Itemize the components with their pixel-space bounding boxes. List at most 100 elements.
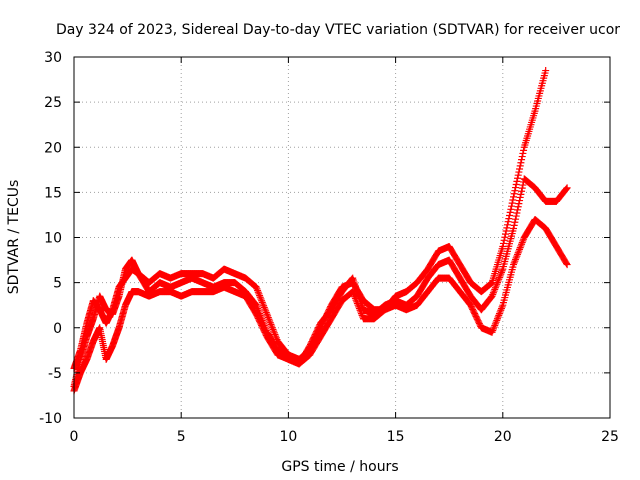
y-tick-label: 20: [44, 140, 62, 156]
data-point-marker: [509, 196, 517, 204]
data-point-marker: [498, 267, 506, 275]
data-point-marker: [514, 203, 522, 211]
data-point-marker: [262, 307, 270, 315]
data-point-marker: [355, 305, 363, 313]
data-point-marker: [512, 254, 520, 262]
data-point-marker: [511, 187, 519, 195]
data-point-marker: [506, 208, 514, 216]
data-point-marker: [256, 293, 264, 301]
data-point-marker: [493, 316, 501, 324]
data-points: [70, 67, 571, 395]
data-point-marker: [490, 287, 498, 295]
data-point-marker: [493, 279, 501, 287]
data-point-marker: [266, 317, 274, 325]
data-point-marker: [504, 218, 512, 226]
data-point-marker: [353, 299, 361, 307]
y-tick-label: 30: [44, 50, 62, 66]
data-point-marker: [517, 242, 525, 250]
data-point-marker: [270, 329, 278, 337]
data-point-marker: [499, 243, 507, 251]
data-point-marker: [491, 321, 499, 329]
data-point-marker: [514, 206, 522, 214]
data-point-marker: [508, 202, 516, 210]
data-point-marker: [516, 245, 524, 253]
data-point-marker: [518, 240, 526, 248]
x-tick-label: 25: [601, 429, 619, 445]
data-point-marker: [489, 325, 497, 333]
data-point-marker: [496, 308, 504, 316]
y-tick-label: -5: [48, 366, 62, 382]
data-point-marker: [562, 259, 570, 267]
data-point-marker: [351, 294, 359, 302]
data-point-marker: [492, 318, 500, 326]
data-point-marker: [497, 305, 505, 313]
data-point-marker: [514, 171, 522, 179]
data-point-marker: [491, 320, 499, 328]
data-point-marker: [356, 306, 364, 314]
data-point-marker: [516, 193, 524, 201]
data-point-marker: [506, 212, 513, 220]
data-point-marker: [514, 250, 522, 258]
data-point-marker: [519, 149, 527, 157]
data-point-marker: [507, 205, 515, 213]
data-point-marker: [349, 288, 357, 296]
data-point-marker: [517, 159, 525, 167]
data-point-marker: [500, 236, 508, 244]
x-tick-label: 0: [70, 429, 79, 445]
data-point-marker: [516, 165, 524, 173]
data-point-marker: [262, 309, 270, 317]
chart-title: Day 324 of 2023, Sidereal Day-to-day VTE…: [56, 22, 620, 38]
data-point-marker: [520, 146, 528, 154]
data-point-marker: [512, 212, 520, 220]
data-point-marker: [503, 221, 511, 229]
data-point-marker: [257, 295, 265, 303]
data-point-marker: [518, 187, 526, 195]
data-point-marker: [255, 290, 263, 298]
data-point-marker: [510, 221, 518, 229]
data-point-marker: [259, 300, 267, 308]
data-point-marker: [268, 322, 276, 330]
y-tick-label: 10: [44, 231, 62, 247]
y-tick-label: 0: [53, 321, 62, 337]
data-point-marker: [497, 268, 505, 276]
y-tick-label: 5: [53, 276, 62, 292]
data-point-marker: [513, 177, 521, 185]
data-point-marker: [270, 327, 278, 335]
data-point-marker: [496, 272, 504, 280]
data-point-marker: [491, 285, 499, 293]
data-point-marker: [256, 292, 264, 300]
x-tick-label: 10: [279, 429, 297, 445]
data-point-marker: [562, 185, 570, 193]
data-point-marker: [513, 252, 521, 260]
data-point-marker: [260, 303, 268, 311]
data-point-marker: [518, 156, 526, 164]
x-tick-label: 5: [177, 429, 186, 445]
data-point-marker: [515, 168, 523, 176]
y-tick-label: 25: [44, 95, 62, 111]
data-point-marker: [350, 291, 358, 299]
data-point-marker: [489, 289, 497, 297]
data-point-marker: [492, 282, 500, 290]
x-tick-label: 20: [494, 429, 512, 445]
data-point-marker: [490, 323, 498, 331]
data-point-marker: [265, 315, 273, 323]
data-point-marker: [357, 308, 365, 316]
data-point-marker: [254, 288, 262, 296]
data-point-marker: [495, 310, 503, 318]
data-point-marker: [514, 174, 522, 182]
series-track-c: [70, 215, 571, 395]
data-point-marker: [269, 325, 277, 333]
data-point-marker: [515, 200, 523, 208]
data-point-marker: [502, 227, 510, 235]
data-point-marker: [254, 287, 262, 295]
data-point-marker: [357, 310, 365, 318]
data-point-marker: [503, 224, 511, 232]
data-point-marker: [501, 230, 509, 238]
x-tick-label: 15: [387, 429, 405, 445]
data-point-marker: [495, 274, 503, 282]
data-point-marker: [562, 186, 570, 194]
data-point-marker: [268, 324, 276, 332]
data-point-marker: [519, 237, 527, 245]
data-point-marker: [505, 215, 513, 223]
data-point-marker: [512, 255, 520, 263]
